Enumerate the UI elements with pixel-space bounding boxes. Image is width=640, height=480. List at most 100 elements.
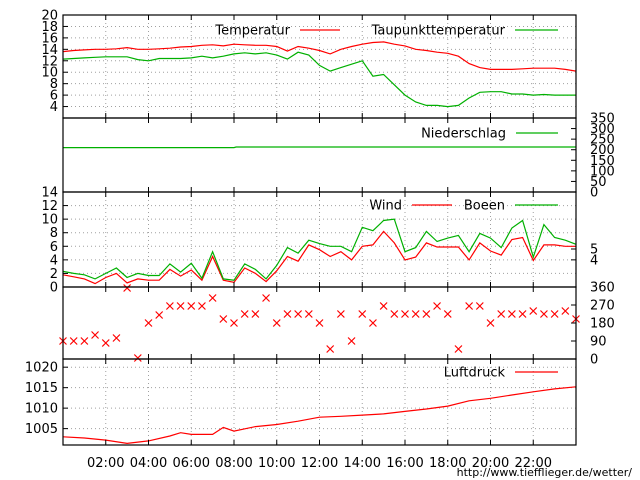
right-tick-label: 50	[590, 175, 607, 190]
wind-direction-point	[240, 310, 249, 318]
wind-direction-point	[176, 302, 185, 310]
wind-direction-point	[123, 284, 132, 292]
wind-direction-point	[315, 319, 324, 327]
wind-direction-point	[69, 337, 78, 345]
wind-direction-point	[251, 310, 260, 318]
wind-direction-point	[443, 310, 452, 318]
y-tick-label: 6	[50, 240, 58, 255]
right-tick-label: 90	[590, 335, 607, 350]
wind-direction-point	[80, 337, 89, 345]
right-tick-label: 100	[590, 164, 615, 179]
right-tick-label: 270	[590, 299, 615, 314]
y-tick-label: 4	[50, 253, 58, 268]
y-tick-label: 1005	[25, 422, 58, 437]
wind-direction-point	[475, 302, 484, 310]
wind-direction-point	[198, 302, 206, 310]
legend-label: Niederschlag	[421, 127, 506, 142]
wind-direction-point	[540, 310, 548, 318]
series-line-precipitation-0	[63, 146, 576, 149]
x-tick-label: 16:00	[386, 456, 423, 471]
legend-label: Taupunkttemperatur	[371, 24, 506, 39]
x-tick-label: 12:00	[301, 456, 338, 471]
x-tick-label: 08:00	[215, 456, 252, 471]
wind-direction-point	[550, 310, 559, 318]
wind-direction-point	[336, 310, 345, 318]
x-tick-label: 10:00	[258, 456, 295, 471]
right-tick-label: 300	[590, 122, 615, 137]
y-tick-label: 4	[50, 100, 58, 115]
wind-direction-point	[294, 310, 303, 318]
wind-direction-point	[465, 302, 474, 310]
wind-direction-point	[262, 294, 270, 302]
wind-direction-point	[358, 310, 367, 318]
wind-direction-point	[272, 319, 281, 327]
y-tick-label: 14	[41, 186, 58, 201]
legend-label: Boeen	[464, 199, 505, 214]
wind-direction-point	[529, 307, 538, 315]
wind-direction-point	[133, 354, 142, 362]
y-tick-label: 2	[50, 267, 58, 282]
wind-direction-point	[486, 319, 495, 327]
y-tick-label: 20	[41, 9, 58, 24]
wind-direction-point	[112, 334, 121, 342]
y-tick-label: 8	[50, 77, 58, 92]
right-tick-label: 350	[590, 112, 615, 127]
wind-direction-point	[507, 310, 516, 318]
series-line-temperature-1	[62, 51, 576, 108]
wind-direction-point	[165, 302, 174, 310]
wind-direction-point	[561, 307, 570, 315]
wind-direction-point	[411, 310, 420, 318]
y-tick-label: 18	[41, 20, 58, 35]
y-tick-label: 14	[41, 43, 58, 58]
series-line-pressure-0	[62, 386, 577, 445]
right-tick-label: 0	[590, 186, 598, 201]
right-tick-label: 250	[590, 133, 615, 148]
wind-direction-point	[208, 294, 217, 302]
wind-direction-point	[144, 319, 153, 327]
ticks-layer: 4681012141618200501001502002503003500246…	[25, 9, 615, 472]
right-tick-label: 0	[590, 353, 598, 368]
right-tick-label: 180	[590, 317, 615, 332]
right-tick-label: 360	[590, 281, 615, 296]
wind-direction-point	[401, 310, 409, 318]
grid-layer	[63, 14, 576, 445]
wind-direction-point	[390, 310, 399, 318]
x-tick-label: 04:00	[130, 456, 167, 471]
x-tick-label: 14:00	[344, 456, 381, 471]
wind-direction-point	[187, 302, 196, 310]
legend-label: Luftdruck	[444, 366, 506, 381]
watermark-text: http://www.tiefflieger.de/wetter/	[457, 466, 633, 479]
right-tick-label: 4	[590, 253, 598, 268]
wind-direction-point	[347, 337, 356, 345]
right-tick-label: 5	[590, 243, 598, 258]
legend-layer: Temperatur Taupunkttemperatur Niederschlag…	[214, 24, 558, 381]
y-tick-label: 12	[41, 54, 58, 69]
y-tick-label: 12	[41, 199, 58, 214]
x-tick-label: 20:00	[472, 456, 509, 471]
wind-direction-point	[155, 311, 164, 319]
x-tick-label: 06:00	[173, 456, 210, 471]
y-tick-label: 6	[50, 89, 58, 104]
wind-direction-point	[454, 345, 463, 353]
wind-direction-point	[304, 310, 313, 318]
wind-direction-point	[283, 310, 292, 318]
y-tick-label: 10	[41, 213, 58, 228]
legend-label: Temperatur	[214, 24, 290, 39]
wind-direction-point	[518, 310, 527, 318]
wind-direction-point	[497, 310, 506, 318]
wind-direction-point	[326, 345, 335, 353]
series-line-wind-1	[62, 218, 577, 281]
series-line-temperature-0	[62, 41, 577, 72]
wind-direction-point	[101, 339, 110, 347]
y-tick-label: 8	[50, 226, 58, 241]
y-tick-label: 10	[41, 66, 58, 81]
wind-direction-point	[422, 310, 431, 318]
wind-direction-point	[433, 302, 441, 310]
right-tick-label: 150	[590, 154, 615, 169]
x-tick-label: 02:00	[87, 456, 124, 471]
y-tick-label: 0	[50, 281, 58, 296]
wind-direction-point	[91, 331, 99, 339]
wind-direction-point	[369, 319, 377, 327]
y-tick-label: 1020	[25, 361, 58, 376]
